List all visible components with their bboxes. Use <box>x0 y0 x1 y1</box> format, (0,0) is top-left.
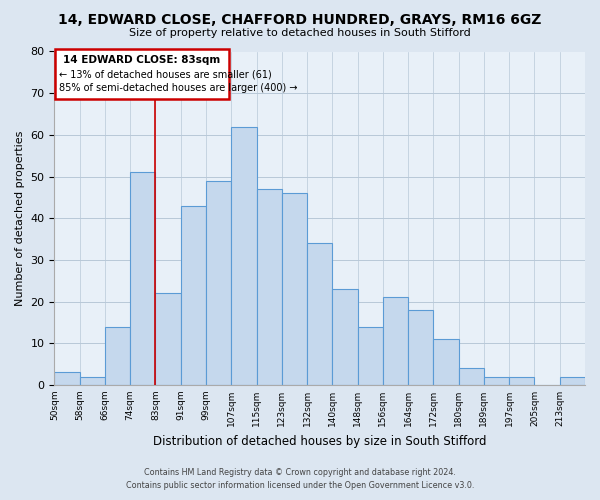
Text: Size of property relative to detached houses in South Stifford: Size of property relative to detached ho… <box>129 28 471 38</box>
Bar <box>181 206 206 385</box>
Bar <box>509 376 535 385</box>
Bar <box>458 368 484 385</box>
Text: 85% of semi-detached houses are larger (400) →: 85% of semi-detached houses are larger (… <box>59 83 297 93</box>
Bar <box>282 193 307 385</box>
Bar <box>257 189 282 385</box>
Y-axis label: Number of detached properties: Number of detached properties <box>15 130 25 306</box>
Bar <box>55 372 80 385</box>
Bar <box>332 289 358 385</box>
Text: 14, EDWARD CLOSE, CHAFFORD HUNDRED, GRAYS, RM16 6GZ: 14, EDWARD CLOSE, CHAFFORD HUNDRED, GRAY… <box>58 12 542 26</box>
Bar <box>358 326 383 385</box>
Bar <box>484 376 509 385</box>
Bar <box>105 326 130 385</box>
Bar <box>408 310 433 385</box>
Bar <box>383 298 408 385</box>
Bar <box>307 243 332 385</box>
Bar <box>155 293 181 385</box>
Bar <box>80 376 105 385</box>
Text: ← 13% of detached houses are smaller (61): ← 13% of detached houses are smaller (61… <box>59 69 271 79</box>
Bar <box>433 339 458 385</box>
Bar <box>130 172 155 385</box>
X-axis label: Distribution of detached houses by size in South Stifford: Distribution of detached houses by size … <box>153 434 487 448</box>
FancyBboxPatch shape <box>55 50 229 100</box>
Bar <box>206 180 231 385</box>
Text: Contains HM Land Registry data © Crown copyright and database right 2024.
Contai: Contains HM Land Registry data © Crown c… <box>126 468 474 490</box>
Bar <box>560 376 585 385</box>
Bar <box>231 126 257 385</box>
Text: 14 EDWARD CLOSE: 83sqm: 14 EDWARD CLOSE: 83sqm <box>63 55 220 65</box>
